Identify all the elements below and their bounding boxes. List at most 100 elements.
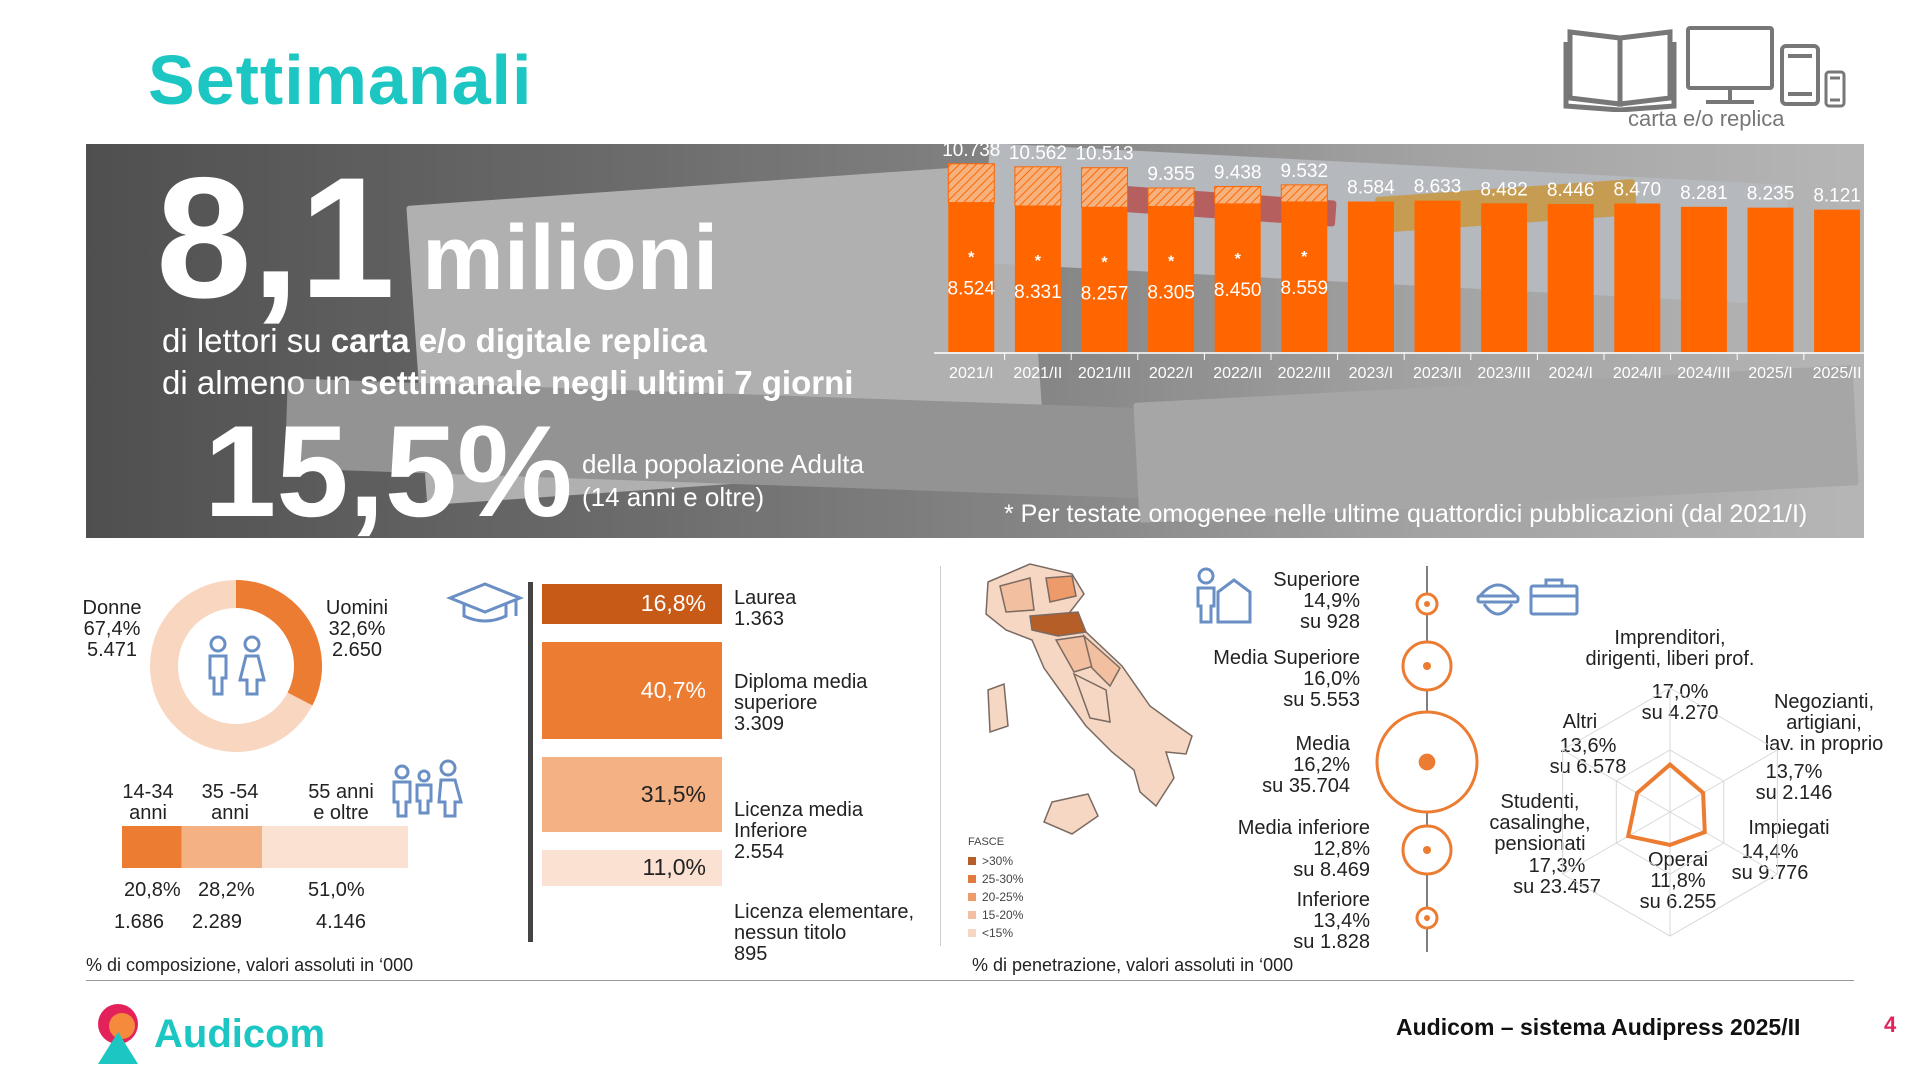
age-segment <box>262 826 408 868</box>
donne-name: Donne <box>82 597 142 619</box>
occ-4-pct: 11,8% <box>1650 870 1706 892</box>
readers-number: 8,1 <box>156 144 396 334</box>
occ-6-base: su 6.578 <box>1549 756 1627 778</box>
footer-caption: Audicom – sistema Audipress 2025/II <box>1396 1014 1801 1040</box>
class-3-base: su 35.704 <box>1262 775 1350 797</box>
edu-2-name-a: Diploma media <box>734 671 868 693</box>
category-label: 2024/III <box>1677 365 1730 382</box>
section-divider <box>940 566 941 946</box>
bar-homogeneous <box>1014 205 1061 352</box>
occ-4-base: su 6.255 <box>1639 891 1717 913</box>
occ-5-pct: 17,3% <box>1528 855 1586 877</box>
audicom-logo-text: Audicom <box>154 1012 326 1056</box>
occupation-radar <box>1562 687 1778 937</box>
occ-5-name-a: Studenti, <box>1500 791 1580 813</box>
readers-bar-chart: * 8.524 10.738 2021/I * 8.331 10.562 2021/II * 8.… <box>934 144 1864 382</box>
legend-label: 15-20% <box>982 908 1024 922</box>
occ-4-label: Operai 11,8% su 6.255 <box>1628 850 1728 913</box>
class-1-pct: 14,9% <box>1303 590 1360 612</box>
legend-label: <15% <box>982 926 1014 940</box>
readers-unit: milioni <box>422 207 719 309</box>
homog-marker: * <box>1101 254 1108 271</box>
radar-axis <box>1669 811 1778 875</box>
phone-icon <box>1824 70 1846 108</box>
class-4-label: Media inferiore 12,8% su 8.469 <box>1200 818 1370 881</box>
homogeneous-footnote: * Per testate omogenee nelle ultime quat… <box>1004 500 1808 528</box>
total-value-label: 8.470 <box>1614 180 1662 201</box>
education-bar: 31,5% <box>542 756 722 832</box>
category-label: 2022/I <box>1149 365 1193 382</box>
class-4-pct: 12,8% <box>1313 838 1370 860</box>
total-value-label: 8.482 <box>1480 179 1528 200</box>
occ-5-base: su 23.457 <box>1513 876 1601 898</box>
uomini-label: Uomini 32,6% 2.650 <box>318 598 396 661</box>
edu-1-abs: 1.363 <box>734 608 785 630</box>
homog-marker: * <box>1235 251 1242 268</box>
bar-hatched <box>1147 187 1195 207</box>
total-value-label: 9.438 <box>1214 163 1262 184</box>
edu-1-name: Laurea <box>734 587 797 609</box>
occ-2-values: 13,7% su 2.146 <box>1744 762 1844 804</box>
page-title: Settimanali <box>148 41 533 119</box>
occ-3-label: Impiegati <box>1734 818 1844 839</box>
total-value-label: 8.235 <box>1747 184 1795 205</box>
age-2-label: 35 -54 anni <box>192 782 268 824</box>
class-4-base: su 8.469 <box>1293 859 1370 881</box>
legend-label: 20-25% <box>982 890 1024 904</box>
class-dot <box>1424 915 1430 921</box>
category-label: 2021/II <box>1013 365 1062 382</box>
age-1-pct: 20,8% <box>124 879 181 901</box>
slice-uomini <box>236 580 322 706</box>
age-3-line-a: 55 anni <box>308 781 374 803</box>
bar <box>1414 200 1461 352</box>
italy-map <box>985 563 1193 835</box>
legend-label: 25-30% <box>982 872 1024 886</box>
age-segment <box>122 826 182 868</box>
bar-hatched <box>1280 184 1328 203</box>
tablet-icon <box>1780 44 1820 106</box>
bar <box>1481 203 1528 352</box>
map-legend-item: <15% <box>968 926 1013 940</box>
age-1-abs: 1.686 <box>114 911 165 933</box>
briefcase-icon <box>1529 578 1579 616</box>
bar-hatched <box>1014 166 1062 207</box>
class-2-pct: 16,0% <box>1303 668 1360 690</box>
gender-donut <box>149 580 322 752</box>
class-2-base: su 5.553 <box>1283 689 1360 711</box>
bar <box>1614 203 1661 352</box>
occ-1-name-b: dirigenti, liberi prof. <box>1585 648 1755 670</box>
bar-homogeneous <box>1081 207 1128 352</box>
legend-swatch <box>968 857 976 865</box>
age-stacked-bar <box>122 826 408 868</box>
class-4-name: Media inferiore <box>1237 817 1370 839</box>
age-3-line-b: e oltre <box>313 802 369 824</box>
bar-hatched <box>1081 167 1128 208</box>
total-value-label: 9.532 <box>1281 161 1329 182</box>
homog-marker: * <box>1035 253 1042 270</box>
age-2-pct: 28,2% <box>198 879 255 901</box>
donne-label: Donne 67,4% 5.471 <box>76 598 148 661</box>
total-value-label: 8.584 <box>1347 178 1395 199</box>
occ-3-name: Impiegati <box>1748 817 1830 839</box>
occ-1-base: su 4.270 <box>1641 702 1719 724</box>
class-1-label: Superiore 14,9% su 928 <box>1230 570 1360 633</box>
map-legend-item: 25-30% <box>968 872 1023 886</box>
category-label: 2024/I <box>1548 365 1592 382</box>
legend-swatch <box>968 875 976 883</box>
category-label: 2023/II <box>1413 365 1462 382</box>
occ-1-name-a: Imprenditori, <box>1614 627 1726 649</box>
occ-6-pct: 13,6% <box>1559 735 1617 757</box>
class-dot <box>1423 662 1431 670</box>
slice-donne <box>149 580 313 752</box>
occ-2-label: Negozianti, artigiani, lav. in proprio <box>1756 692 1892 755</box>
edu-2-name-b: superiore <box>734 692 818 714</box>
age-3-pct: 51,0% <box>308 879 365 901</box>
homog-value-label: 8.257 <box>1081 283 1129 304</box>
occ-1-pct: 17,0% <box>1651 681 1709 703</box>
edu-4-name-a: Licenza elementare, <box>734 901 915 923</box>
occ-5-label: Studenti, casalinghe, pensionati <box>1480 792 1600 855</box>
edu-4-label: Licenza elementare, nessun titolo 895 <box>734 902 914 965</box>
worker-icon <box>1476 583 1520 616</box>
total-value-label: 10.562 <box>1009 144 1067 164</box>
source-note-right: % di penetrazione, valori assoluti in ‘0… <box>972 955 1294 975</box>
